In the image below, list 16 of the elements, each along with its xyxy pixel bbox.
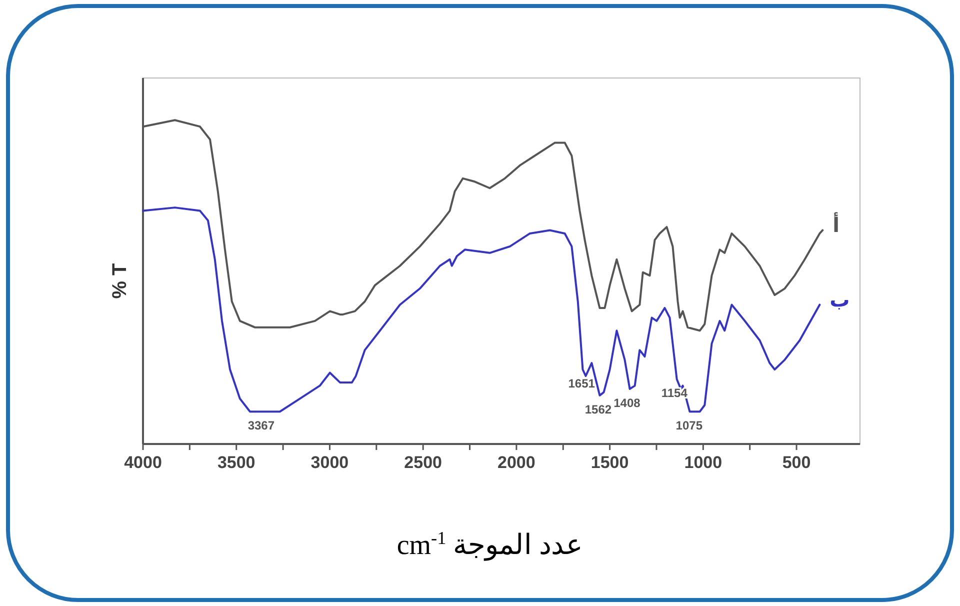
annotation: 1651 — [568, 376, 596, 391]
x-tick-label: 2000 — [498, 453, 536, 472]
x-tick-label: 1500 — [590, 453, 629, 472]
x-tick-label: 500 — [782, 453, 811, 472]
annotation: 1075 — [676, 418, 703, 433]
annotation: 1562 — [584, 402, 612, 416]
series-label: ب — [830, 288, 850, 312]
x-tick-label: 2500 — [404, 453, 442, 472]
series-label: أ — [832, 212, 840, 238]
annotation: 3367 — [248, 418, 275, 433]
x-tick-label: 3500 — [217, 453, 256, 472]
annotation: 1408 — [614, 396, 641, 410]
x-tick-label: 4000 — [124, 453, 162, 472]
x-tick-label: 1000 — [684, 453, 722, 472]
y-axis-title: % T — [109, 263, 131, 299]
x-tick-label: 3000 — [310, 453, 349, 472]
